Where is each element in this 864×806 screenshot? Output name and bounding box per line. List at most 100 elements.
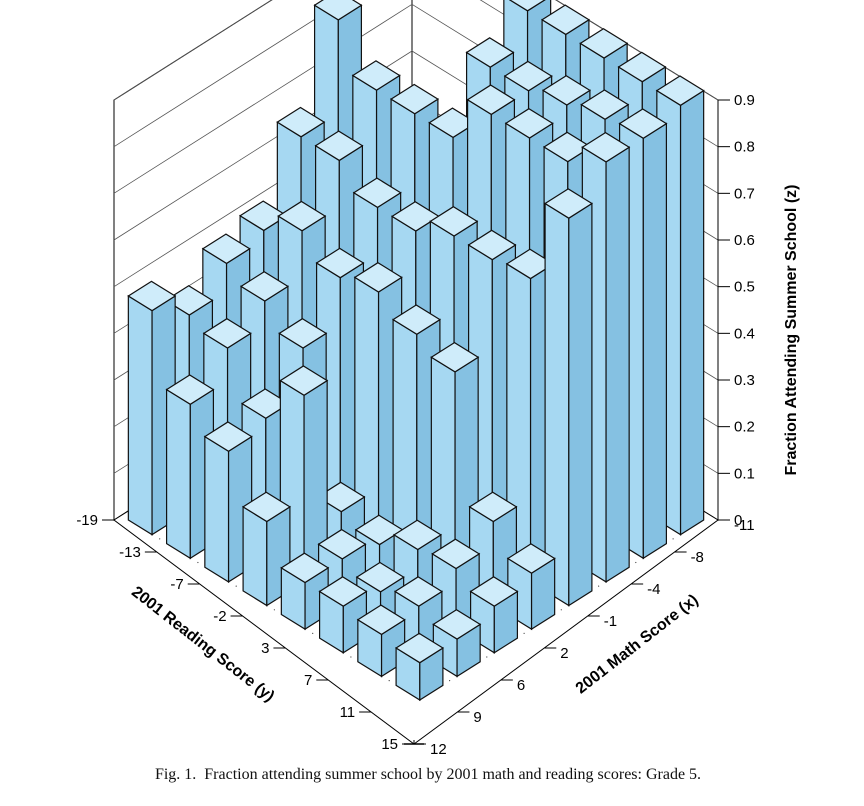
bar-top: [317, 528, 367, 560]
bar-face-left: [127, 294, 153, 536]
floor-dot: [449, 680, 451, 682]
bar-top: [429, 205, 479, 237]
bar-top: [351, 60, 401, 91]
bar-top: [353, 261, 403, 293]
z-tick-label: 0.6: [734, 232, 755, 249]
bar-face-right: [642, 122, 668, 560]
bar-top: [465, 37, 515, 68]
bar-top: [468, 491, 518, 523]
bar-top: [580, 89, 630, 121]
x-tick-label: -4: [647, 581, 660, 598]
bar-top: [432, 609, 482, 640]
floor-dot: [350, 656, 352, 658]
z-tick-label: 0.2: [734, 419, 755, 436]
bar-top: [280, 552, 330, 584]
chart-bars: [127, 0, 705, 702]
bar-top: [165, 374, 215, 405]
floor-dot: [159, 538, 161, 540]
bar-top: [655, 75, 705, 107]
bar-top: [543, 188, 594, 219]
y-tick-label: -19: [76, 512, 98, 529]
bar-top: [542, 131, 593, 163]
bar-top: [541, 75, 592, 106]
bar-top: [503, 60, 553, 92]
bar-top: [540, 4, 591, 36]
x-tick-label: 6: [517, 677, 525, 694]
floor-dot: [635, 561, 637, 564]
floor-dot: [388, 680, 390, 682]
bar-top: [579, 28, 629, 59]
floor-dot: [486, 656, 488, 658]
floor-dot: [235, 585, 237, 587]
bar-top: [391, 304, 442, 335]
figure-caption-label: Fig. 1.: [154, 766, 197, 783]
y-tick-label: -13: [119, 544, 141, 561]
bar-face-left: [544, 202, 570, 607]
z-tick-label: 0.7: [734, 185, 755, 202]
bar: [432, 609, 482, 678]
x-tick-label: 9: [473, 709, 481, 726]
bar-top: [356, 604, 406, 636]
bar-top: [354, 514, 404, 546]
bar-face-left: [204, 435, 230, 583]
bar-face-left: [242, 505, 268, 607]
bar-top: [277, 200, 327, 232]
bar: [469, 576, 519, 654]
bar-top: [313, 0, 363, 21]
x-tick-label: 2: [560, 645, 568, 662]
bar-top: [506, 543, 556, 574]
z-tick-label: 0.4: [734, 325, 755, 342]
bar-top: [467, 229, 517, 261]
bar-face-right: [605, 146, 630, 583]
bar-top: [508, 0, 546, 12]
bar-top: [469, 576, 519, 607]
x-tick-label: -11: [734, 517, 755, 534]
floor-dot: [312, 632, 314, 635]
figure-caption: Fig. 1. Fraction attending summer school …: [0, 766, 864, 784]
z-axis-label: Fraction Attending Summer School (z): [783, 185, 800, 476]
floor-dot: [598, 585, 600, 587]
bar-face-left: [165, 388, 191, 560]
bar-top: [202, 317, 252, 349]
x-tick-label: 12: [430, 741, 447, 758]
bar-top: [201, 233, 251, 265]
floor-dot: [560, 609, 562, 611]
y-tick-label: 3: [261, 640, 269, 657]
bar: [543, 188, 594, 607]
floor-dot: [197, 561, 199, 564]
bar-top: [355, 561, 405, 593]
bar-top: [618, 108, 668, 139]
bar-top: [392, 519, 443, 551]
bar-top: [315, 247, 365, 279]
z-tick-label: 0: [734, 512, 742, 529]
bar-top: [238, 200, 289, 232]
z-tick-label: 0.5: [734, 279, 755, 296]
bar-top: [504, 107, 554, 139]
y-tick-label: 11: [340, 704, 356, 721]
chart-axes: 00.10.20.30.40.50.60.70.80.9-19-13-7-237…: [76, 92, 755, 758]
y-tick-label: 7: [304, 672, 312, 689]
figure-caption-text: Fraction attending summer school by 2001…: [204, 766, 702, 783]
bar-top: [127, 280, 177, 312]
x-tick-label: -8: [691, 549, 704, 566]
floor-dot: [672, 538, 674, 540]
bar-face-right: [679, 89, 705, 536]
bar-top: [276, 106, 326, 138]
bar-top: [581, 131, 631, 163]
bar-top: [617, 51, 667, 83]
bar-top: [239, 271, 290, 302]
bar-top: [394, 632, 445, 664]
bar-face-right: [568, 202, 593, 607]
bar-top: [314, 130, 364, 162]
bar-top: [203, 421, 253, 452]
floor-dot: [523, 632, 525, 635]
bar-top: [352, 177, 402, 209]
bar-top: [466, 84, 516, 116]
bar-top: [431, 538, 481, 570]
z-tick-label: 0.8: [734, 139, 755, 156]
bar-top: [389, 83, 440, 115]
z-tick-label: 0.9: [734, 92, 755, 109]
bar-top: [278, 317, 328, 349]
bar-top: [390, 201, 441, 232]
z-tick-label: 0.1: [734, 465, 755, 482]
